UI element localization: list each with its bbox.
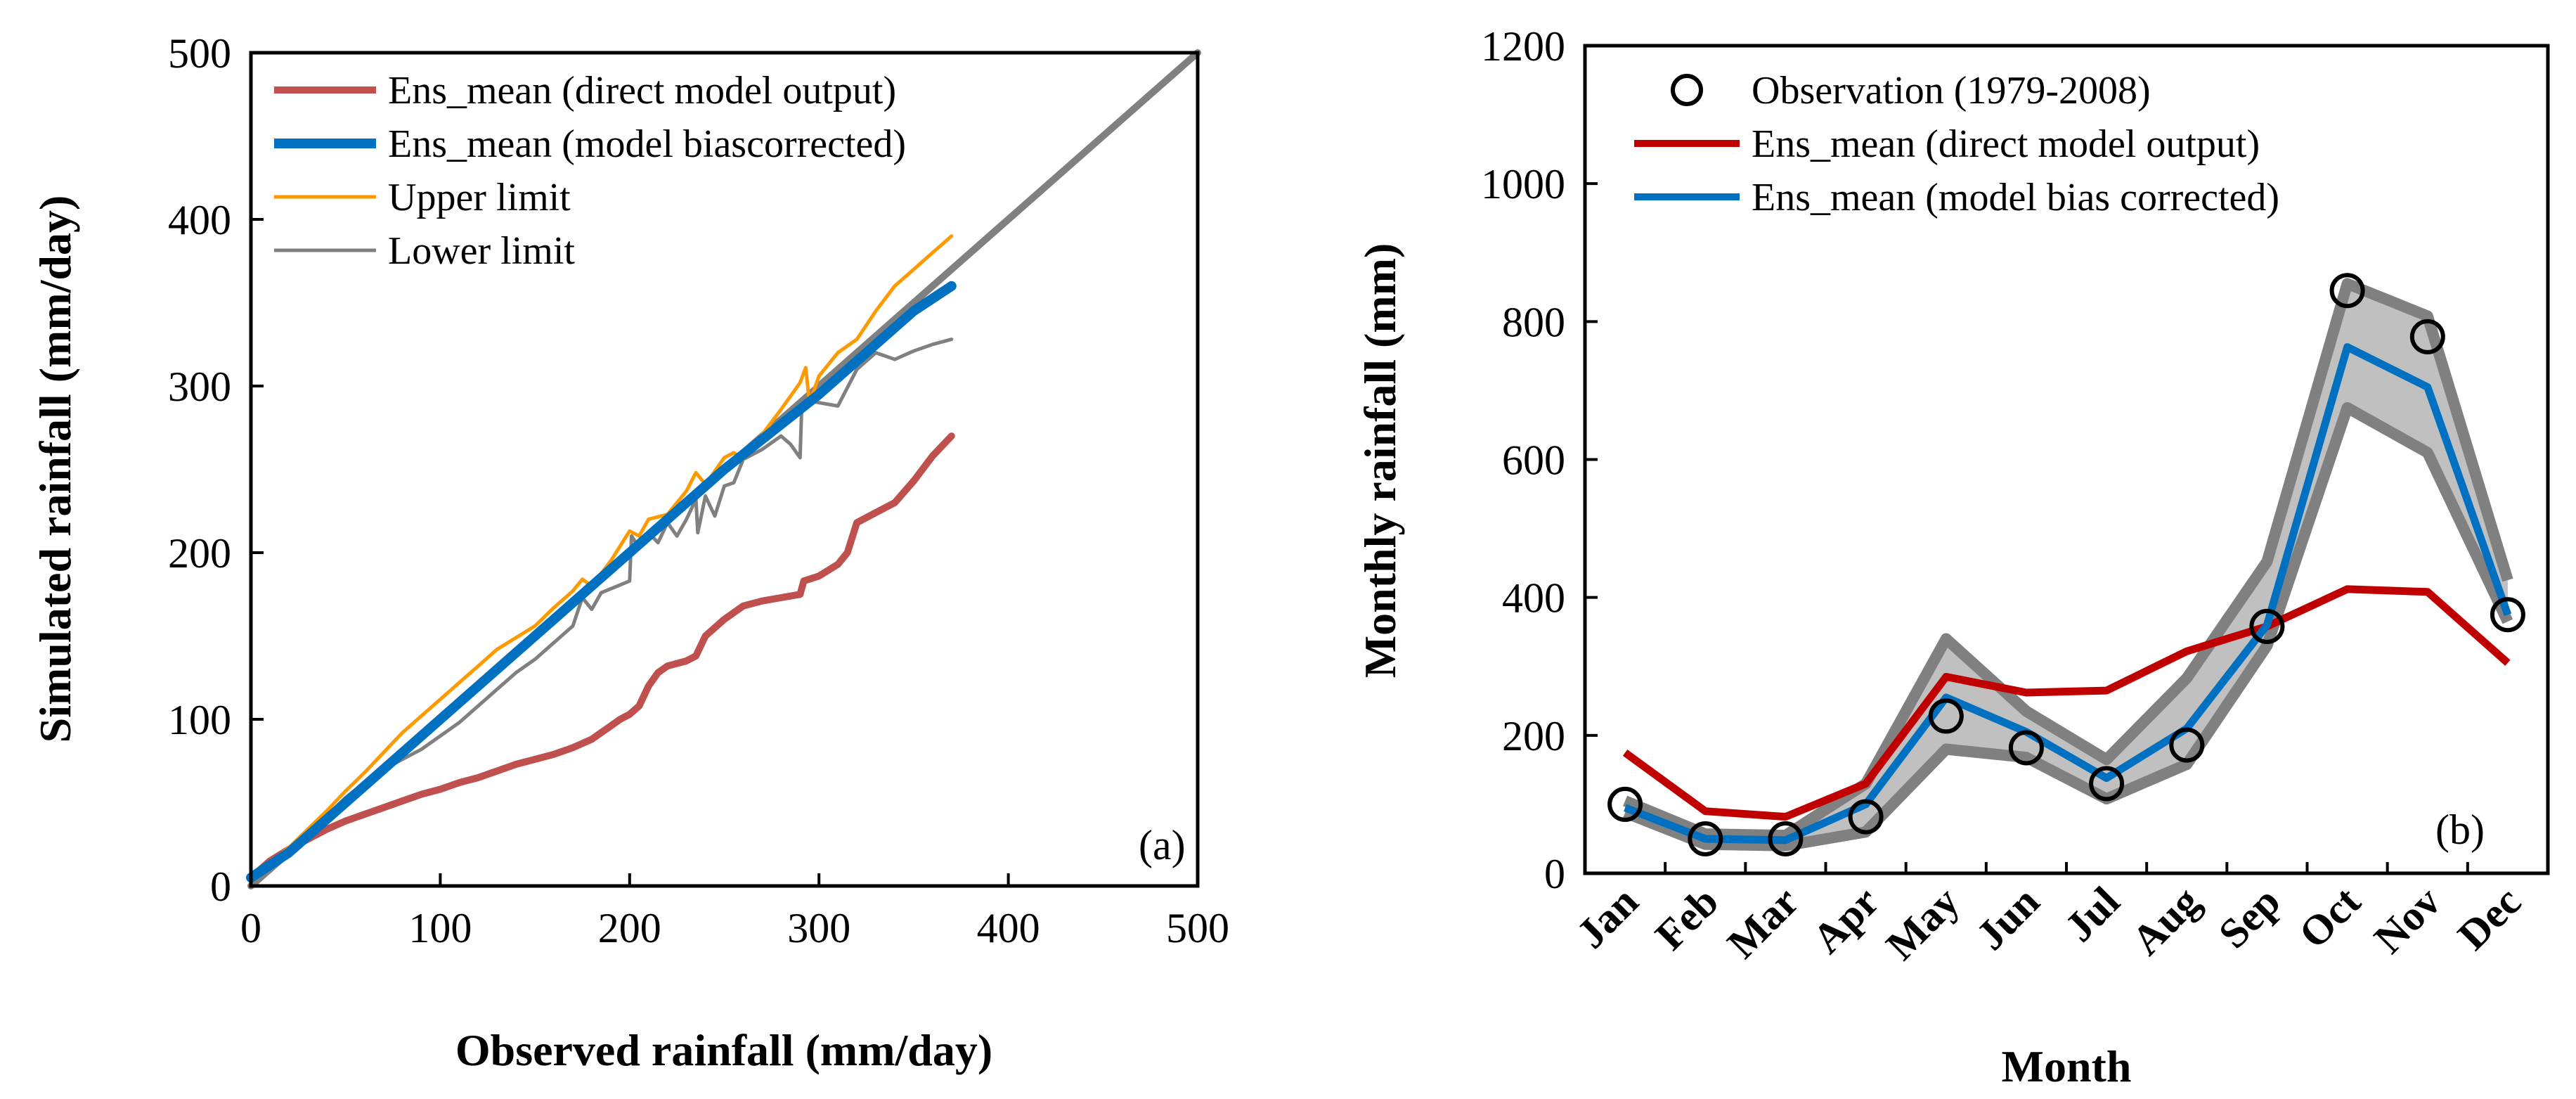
panel-a-x-tick-label: 100 bbox=[408, 905, 472, 951]
panel-a-ticks: 0 100 200 300 400 500 0 100 200 300 400 500 bbox=[168, 30, 1229, 951]
panel-b-y-tick-label: 600 bbox=[1502, 437, 1565, 484]
panel-b-y-tick-label: 400 bbox=[1502, 575, 1565, 622]
panel-b-observation-point bbox=[2329, 273, 2365, 309]
panel-a-series-ens-mean-model-biascorrected bbox=[246, 281, 957, 883]
panel-a-x-tick-label: 200 bbox=[598, 905, 661, 951]
panel-b-observation-point bbox=[2490, 597, 2525, 633]
panel-b-y-axis-title: Monthly rainfall (mm) bbox=[1355, 243, 1405, 679]
panel-a-series-ens-mean-direct-model-output bbox=[247, 432, 955, 882]
panel-a-legend-label-ens-mean-direct-model-output: Ens_mean (direct model output) bbox=[388, 69, 896, 113]
panel-b-legend-label-observation-1979-2008: Observation (1979-2008) bbox=[1752, 69, 2151, 113]
panel-b-observation-point bbox=[2409, 319, 2445, 354]
panel-a-legend-label-ens-mean-model-biascorrected: Ens_mean (model biascorrected) bbox=[388, 122, 906, 166]
panel-b-series-ens-mean-direct-model-output bbox=[1622, 585, 2511, 821]
panel-a-series-upper-limit bbox=[249, 234, 954, 880]
panel-a-x-tick-label: 400 bbox=[977, 905, 1040, 951]
panel-b-uncertainty-band bbox=[1625, 283, 2508, 846]
panel-b-label: (b) bbox=[2435, 806, 2485, 853]
panel-a-x-axis-title: Observed rainfall (mm/day) bbox=[455, 1025, 992, 1075]
panel-b-observation-point bbox=[1928, 698, 1964, 734]
panel-b-observation-point bbox=[1848, 799, 1884, 835]
panel-b-series bbox=[1607, 273, 2525, 856]
panel-a-x-tick-label: 500 bbox=[1166, 905, 1229, 951]
panel-b-legend-label-ens-mean-direct-model-output: Ens_mean (direct model output) bbox=[1752, 122, 2260, 166]
panel-a-x-tick-label: 0 bbox=[240, 905, 261, 951]
panel-b-y-tick-label: 800 bbox=[1502, 299, 1565, 345]
panel-a-y-tick-label: 400 bbox=[168, 197, 231, 243]
panel-a-y-tick-label: 300 bbox=[168, 364, 231, 410]
panel-b-observation-point bbox=[1607, 786, 1643, 822]
panel-b-legend-swatch-observation bbox=[1671, 74, 1703, 106]
panel-b-observation-point bbox=[2089, 766, 2125, 802]
panel-a-label: (a) bbox=[1139, 822, 1186, 868]
panel-b-y-tick-label: 200 bbox=[1502, 713, 1565, 759]
panel-a-plot-frame bbox=[249, 51, 1200, 888]
panel-a-x-tick-label: 300 bbox=[787, 905, 850, 951]
panel-b-y-tick-label: 0 bbox=[1544, 851, 1565, 897]
panel-a-legend-label-lower-limit: Lower limit bbox=[388, 229, 575, 273]
panel-a-series bbox=[246, 49, 1201, 889]
panel-b-observation-point bbox=[1768, 821, 1804, 856]
panel-a-legend-label-upper-limit: Upper limit bbox=[388, 176, 571, 219]
panel-b-x-axis-title: Month bbox=[2002, 1041, 2132, 1091]
panel-b-legend: Observation (1979-2008) Ens_mean (direct … bbox=[1634, 69, 2279, 219]
panel-b-observation-point bbox=[2249, 608, 2285, 644]
panel-b-legend-label-ens-mean-model-bias-corrected: Ens_mean (model bias corrected) bbox=[1752, 176, 2279, 219]
panel-a-y-tick-label: 200 bbox=[168, 530, 231, 577]
panel-b-observation-point bbox=[2169, 727, 2205, 763]
panel-a-chart: Ens_mean (direct model output) Ens_mean (… bbox=[30, 30, 1229, 1075]
panel-a-y-tick-label: 0 bbox=[210, 863, 231, 910]
panel-a-y-tick-label: 500 bbox=[168, 30, 231, 77]
panel-a-y-axis-title: Simulated rainfall (mm/day) bbox=[30, 195, 80, 743]
panel-b-y-tick-label: 1200 bbox=[1481, 23, 1565, 70]
panel-b-observation-point bbox=[2008, 730, 2044, 766]
panel-a-legend: Ens_mean (direct model output) Ens_mean (… bbox=[274, 69, 906, 273]
panel-a-y-tick-label: 100 bbox=[168, 697, 231, 743]
panel-b-observation-point bbox=[1688, 821, 1723, 856]
panel-b-y-tick-label: 1000 bbox=[1481, 161, 1565, 207]
